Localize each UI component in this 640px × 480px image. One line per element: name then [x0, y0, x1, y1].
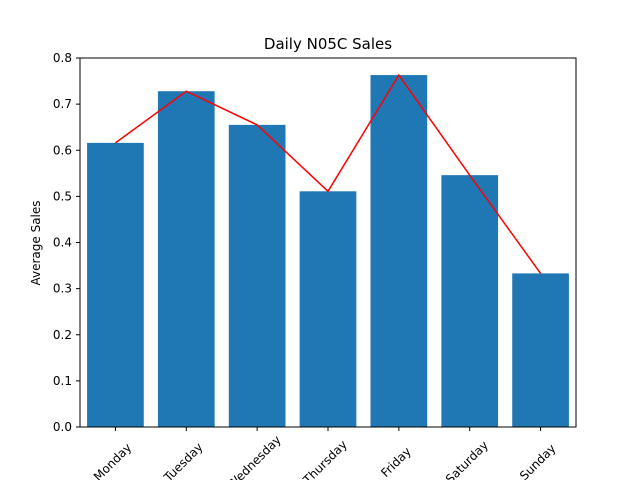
y-axis-label: Average Sales — [29, 200, 43, 285]
y-tick-label: 0.8 — [53, 51, 72, 65]
trend-line-group — [114, 73, 542, 274]
y-tick-label: 0.5 — [53, 189, 72, 203]
bar-monday — [87, 142, 144, 427]
y-tick-label: 0.4 — [53, 236, 72, 250]
bar-thursday — [299, 191, 357, 427]
y-tick-label: 0.1 — [53, 374, 72, 388]
x-tick-label-saturday: Saturday — [443, 438, 491, 480]
x-tick-label-friday: Friday — [378, 444, 414, 480]
x-tick-label-wednesday: Wednesday — [225, 433, 284, 480]
bar-friday — [370, 75, 428, 427]
bar-tuesday — [157, 91, 215, 428]
chart-title: Daily N05C Sales — [264, 35, 392, 53]
bars-group — [87, 75, 569, 428]
y-ticks-group: 0.0 0.1 0.2 0.3 0.4 0.5 0.6 0.7 0.8 — [53, 51, 80, 434]
bar-sunday — [512, 273, 569, 427]
x-ticks-group: Monday Tuesday Wednesday Thursday Friday Satu… — [91, 427, 559, 480]
trend-line — [114, 73, 542, 274]
x-tick-label-monday: Monday — [91, 440, 134, 480]
bar-wednesday — [228, 124, 286, 427]
y-tick-label: 0.6 — [53, 143, 72, 157]
y-tick-label: 0.7 — [53, 97, 72, 111]
x-tick-label-tuesday: Tuesday — [161, 440, 206, 480]
y-tick-label: 0.0 — [53, 420, 72, 434]
bar-saturday — [441, 175, 499, 427]
y-tick-label: 0.2 — [53, 328, 72, 342]
x-tick-label-sunday: Sunday — [517, 441, 559, 480]
y-tick-label: 0.3 — [53, 282, 72, 296]
x-tick-label-thursday: Thursday — [300, 437, 350, 480]
